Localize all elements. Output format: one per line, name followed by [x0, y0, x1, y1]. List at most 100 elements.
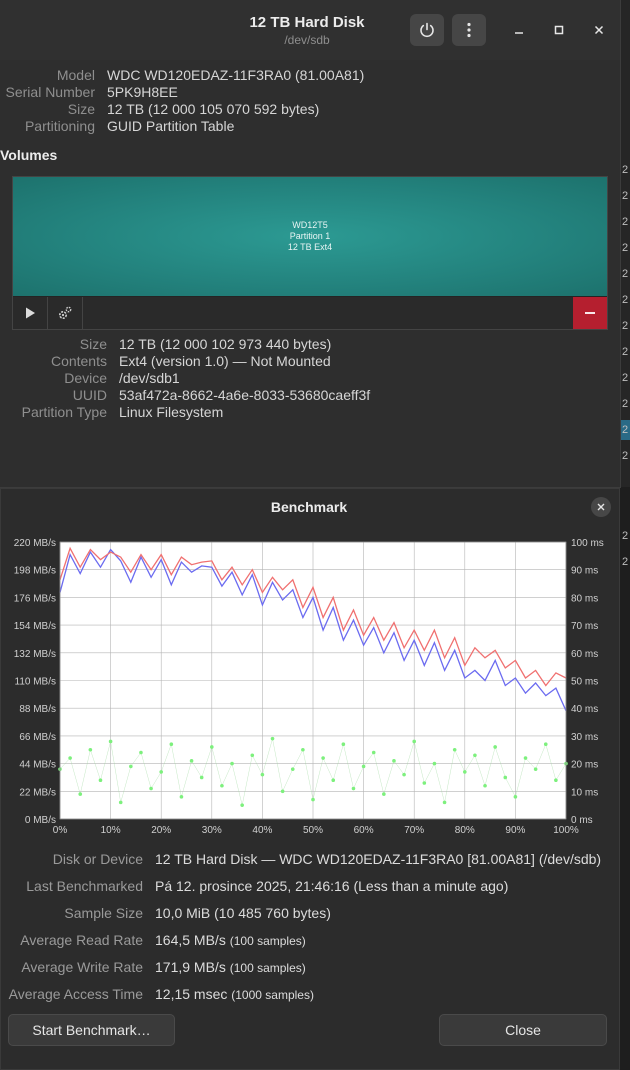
access-time-point: [412, 739, 417, 744]
y-left-tick-label: 110 MB/s: [15, 677, 57, 688]
write-rate-line: [59, 546, 567, 687]
read-rate: 164,5 MB/s: [155, 932, 226, 948]
minimize-button[interactable]: [508, 19, 530, 41]
maximize-icon: [554, 25, 564, 35]
access-time-point: [250, 753, 255, 758]
y-right-tick-label: 50 ms: [571, 677, 598, 688]
disks-window: 12 TB Hard Disk /dev/sdb Model WDC WD120…: [0, 0, 621, 488]
x-tick-label: 50%: [303, 825, 323, 836]
start-benchmark-button[interactable]: Start Benchmark…: [8, 1014, 175, 1046]
serial-label: Serial Number: [5, 84, 95, 100]
access-time-point: [473, 753, 477, 758]
access-time-point: [432, 761, 437, 766]
x-tick-label: 60%: [354, 825, 374, 836]
side-number: 2: [622, 530, 629, 542]
x-tick-label: 0%: [53, 825, 68, 836]
gears-icon: [58, 306, 72, 320]
access-time-point: [513, 795, 518, 799]
access-time-point: [68, 756, 72, 760]
side-number: 2: [622, 556, 629, 568]
contents-value: Ext4 (version 1.0) — Not Mounted: [119, 353, 331, 369]
uuid-value: 53af472a-8662-4a6e-8033-53680caeff3f: [119, 387, 371, 403]
dialog-title: Benchmark: [270, 499, 348, 515]
access-time-point: [341, 742, 346, 747]
access-time-point: [351, 786, 356, 791]
y-right-tick-label: 60 ms: [571, 649, 598, 660]
access-time-point: [98, 778, 103, 783]
benchmark-chart: 220 MB/s 100 ms 198 MB/s 90 ms 176 MB/s 80 ms…: [14, 538, 604, 836]
y-left-tick-label: 176 MB/s: [14, 593, 56, 604]
x-tick-label: 10%: [101, 825, 121, 836]
size-value: 12 TB (12 000 105 070 592 bytes): [107, 101, 320, 117]
access-time-point: [280, 789, 285, 794]
access-time-point: [331, 778, 336, 783]
partition-name: WD12T5: [292, 220, 328, 230]
side-number: 2: [622, 268, 629, 280]
background-window-strip: [621, 0, 630, 487]
power-off-button[interactable]: [410, 14, 444, 46]
minus-icon: [585, 312, 595, 314]
x-tick-label: 30%: [202, 825, 222, 836]
y-left-tick-label: 88 MB/s: [19, 704, 56, 715]
write-rate: 171,9 MB/s: [155, 959, 226, 975]
y-right-tick-label: 100 ms: [571, 538, 604, 549]
access-time-point: [169, 742, 174, 747]
partition-type-label: Partition Type: [21, 404, 107, 420]
access-time-point: [442, 800, 447, 805]
write-rate-value: 171,9 MB/s (100 samples): [155, 959, 306, 975]
x-tick-label: 90%: [505, 825, 525, 836]
access-samples: (1000 samples): [231, 988, 314, 1002]
mount-button[interactable]: [13, 297, 48, 329]
close-button[interactable]: Close: [439, 1014, 607, 1046]
close-window-button[interactable]: [588, 19, 610, 41]
serial-value: 5PK9H8EE: [107, 84, 178, 100]
close-icon: [597, 503, 605, 511]
access-time-point: [290, 767, 295, 771]
maximize-button[interactable]: [548, 19, 570, 41]
access-time-point: [371, 750, 376, 755]
volumes-heading: Volumes: [0, 147, 58, 163]
device-label: Device: [64, 370, 107, 386]
access-time-point: [402, 772, 406, 777]
side-number: 2: [622, 242, 629, 254]
play-icon: [26, 307, 35, 319]
partition-options-button[interactable]: [48, 297, 83, 329]
y-left-tick-label: 132 MB/s: [14, 649, 56, 660]
access-time-point: [311, 797, 315, 802]
y-right-tick-label: 30 ms: [571, 732, 598, 743]
x-tick-label: 40%: [252, 825, 272, 836]
access-time-point: [210, 745, 214, 749]
x-tick-label: 20%: [151, 825, 171, 836]
delete-partition-button[interactable]: [573, 297, 607, 329]
model-value: WDC WD120EDAZ-11F3RA0 (81.00A81): [107, 67, 365, 83]
access-time-point: [270, 736, 275, 741]
access-time-point: [179, 795, 184, 799]
write-rate-label: Average Write Rate: [21, 959, 143, 975]
minimize-icon: [515, 32, 523, 34]
drive-menu-button[interactable]: [452, 14, 486, 46]
volume-map: WD12T5 Partition 1 12 TB Ext4: [12, 176, 608, 330]
access-time-point: [321, 756, 325, 760]
access-time-point: [149, 786, 153, 791]
access-time-point: [78, 792, 83, 796]
power-icon: [420, 22, 434, 38]
dialog-close-button[interactable]: [591, 497, 611, 517]
y-left-tick-label: 44 MB/s: [19, 760, 56, 771]
contents-label: Contents: [50, 353, 107, 369]
partition-type-value: Linux Filesystem: [119, 404, 224, 420]
access-time-point: [533, 767, 538, 771]
access-time-point: [503, 775, 508, 780]
access-time-point: [230, 761, 234, 766]
y-right-tick-label: 70 ms: [571, 621, 598, 632]
side-number: 2: [622, 450, 629, 462]
partition-description: 12 TB Ext4: [287, 242, 333, 252]
y-right-tick-label: 40 ms: [571, 704, 598, 715]
y-left-tick-label: 0 MB/s: [25, 815, 56, 826]
side-number: 2: [622, 190, 629, 202]
sample-size-label: Sample Size: [64, 905, 143, 921]
partitioning-label: Partitioning: [24, 118, 95, 134]
access-time-point: [422, 781, 427, 785]
access-time-point: [139, 750, 143, 755]
partition-block[interactable]: WD12T5 Partition 1 12 TB Ext4: [13, 177, 607, 296]
access-time-point: [88, 747, 93, 752]
